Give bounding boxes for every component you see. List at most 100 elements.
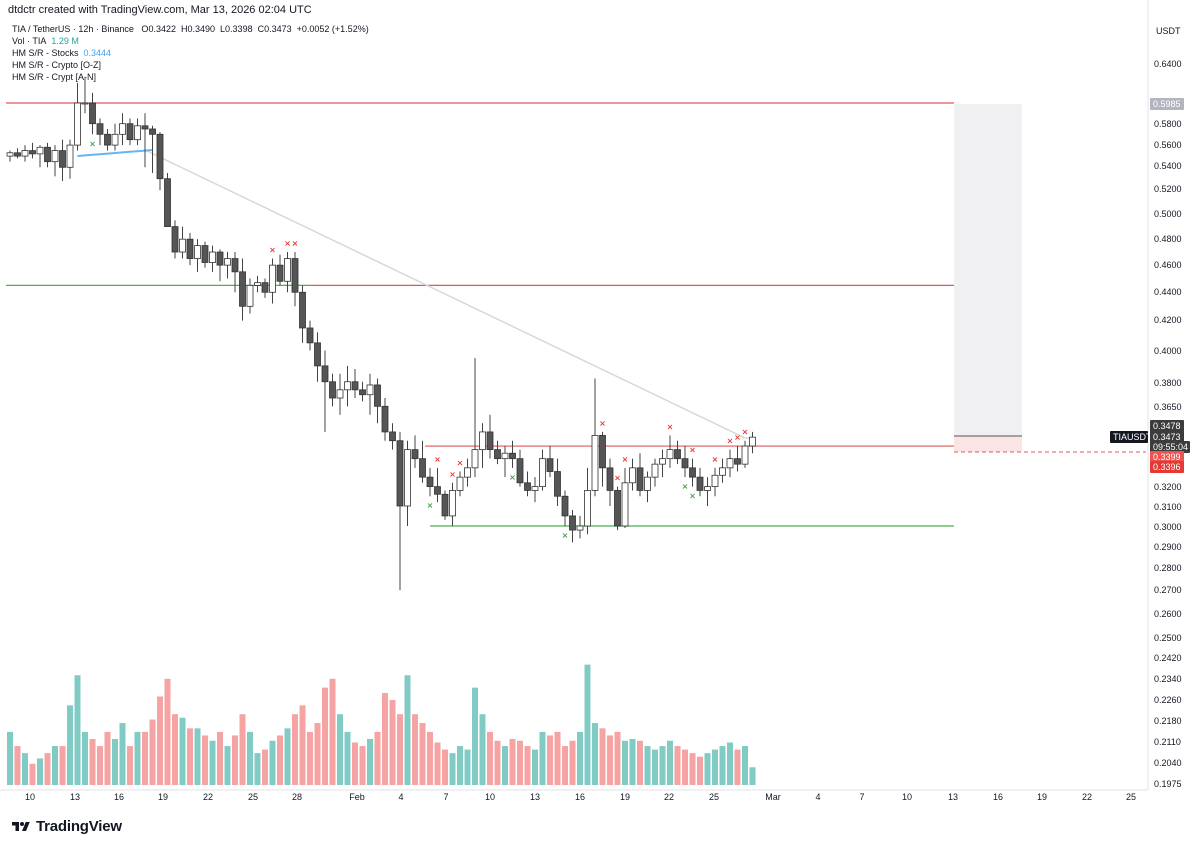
- volume-bar: [127, 746, 133, 785]
- badge-symbol-text: TIAUSDT: [1113, 432, 1152, 442]
- volume-bar: [142, 731, 148, 785]
- candle-body: [441, 493, 449, 517]
- candle-body: [164, 178, 171, 227]
- candle: [224, 252, 231, 279]
- volume-bar: [397, 714, 403, 785]
- legend-symbol[interactable]: TIA / TetherUS · 12h · Binance: [12, 24, 134, 34]
- candle: [14, 148, 21, 159]
- legend-volume-row[interactable]: Vol · TIA 1.29 M: [12, 35, 369, 47]
- volume-bar: [689, 753, 696, 785]
- candle-body: [21, 150, 29, 157]
- candle-body: [389, 431, 396, 442]
- volume-bar: [659, 746, 666, 785]
- volume-bar: [29, 763, 36, 785]
- badge-countdown: 09:55:04: [1150, 441, 1190, 453]
- candle: [81, 78, 89, 114]
- candle: [486, 414, 494, 459]
- candle-body: [149, 128, 156, 135]
- candle-body: [359, 389, 366, 396]
- candle: [524, 471, 531, 497]
- volume-bar: [682, 749, 688, 785]
- candle-body: [486, 431, 494, 451]
- candle: [674, 440, 681, 465]
- volume-bar: [532, 749, 538, 785]
- tradingview-brand[interactable]: TradingView: [10, 818, 122, 835]
- candle: [434, 467, 441, 503]
- volume-bar: [389, 700, 396, 785]
- volume-bar: [277, 735, 283, 785]
- candle-body: [456, 476, 464, 491]
- candle-body: [6, 152, 14, 157]
- volume-bar: [217, 731, 223, 785]
- candle: [59, 139, 66, 182]
- candle-body: [449, 490, 456, 517]
- candle-body: [516, 458, 524, 484]
- volume-bar: [472, 687, 478, 785]
- volume-bar: [254, 753, 261, 785]
- volume-bar: [14, 746, 21, 785]
- legend-h-label: H: [180, 24, 188, 34]
- candle-body: [749, 436, 756, 447]
- candle: [441, 490, 449, 520]
- legend: TIA / TetherUS · 12h · Binance O0.3422 H…: [12, 23, 369, 83]
- candle: [614, 486, 621, 531]
- resistance-marker: ×: [449, 470, 456, 479]
- price-tick-label: 0.3000: [1154, 522, 1182, 532]
- price-tick-label: 0.2110: [1154, 737, 1181, 747]
- candle: [659, 449, 666, 478]
- price-tick-label: 0.3200: [1154, 482, 1182, 492]
- time-tick-label: 28: [292, 792, 302, 802]
- badge-range-r2-text: 0.3396: [1153, 462, 1181, 472]
- legend-sr-stocks-label: HM S/R - Stocks: [12, 48, 79, 58]
- candle-body: [299, 291, 306, 329]
- price-tick-label: 0.4600: [1154, 260, 1182, 270]
- candle: [51, 145, 59, 177]
- moving-average-line: [144, 149, 753, 439]
- candle-body: [674, 449, 681, 460]
- candle: [591, 378, 599, 497]
- candle: [74, 82, 81, 151]
- legend-sr-crypto-oz-row[interactable]: HM S/R - Crypto [O-Z]: [12, 59, 369, 71]
- resistance-marker: ×: [742, 428, 749, 437]
- badge-range-r1: 0.3399: [1150, 451, 1184, 463]
- candle: [21, 145, 29, 162]
- candle-body: [704, 486, 711, 491]
- candle: [621, 467, 629, 529]
- resistance-marker: ×: [689, 446, 696, 455]
- price-tick-label: 0.2420: [1154, 653, 1182, 663]
- volume-bar: [172, 714, 178, 785]
- candle-body: [569, 515, 576, 531]
- candle: [179, 226, 186, 259]
- legend-o-value: 0.3422: [148, 24, 176, 34]
- candle-body: [464, 467, 471, 478]
- candle-body: [239, 271, 246, 307]
- time-tick-label: 13: [530, 792, 540, 802]
- candle-body: [104, 133, 111, 146]
- candle: [704, 477, 711, 506]
- candle: [156, 132, 164, 191]
- candle: [576, 515, 584, 539]
- legend-sr-crypt-an-row[interactable]: HM S/R - Crypt [A-N]: [12, 71, 369, 83]
- volume-bar: [517, 740, 523, 785]
- candle-body: [561, 495, 569, 517]
- price-tick-label: 0.3650: [1154, 402, 1182, 412]
- time-tick-label: Feb: [349, 792, 365, 802]
- volume-bar: [37, 758, 43, 785]
- candle-body: [434, 486, 441, 495]
- volume-bar: [524, 746, 531, 785]
- candle: [479, 423, 486, 468]
- volume-bar: [622, 740, 628, 785]
- time-tick-label: 22: [664, 792, 674, 802]
- candle: [719, 458, 726, 483]
- price-tick-label: 0.2260: [1154, 695, 1182, 705]
- candle: [569, 509, 576, 543]
- volume-bar: [67, 705, 73, 785]
- candle-body: [261, 282, 269, 293]
- candle: [426, 467, 434, 497]
- resistance-marker: ×: [734, 433, 741, 442]
- candle-body: [29, 150, 36, 155]
- legend-sr-stocks-row[interactable]: HM S/R - Stocks 0.3444: [12, 47, 369, 59]
- price-tick-label: 0.2500: [1154, 633, 1182, 643]
- volume-bar: [442, 749, 448, 785]
